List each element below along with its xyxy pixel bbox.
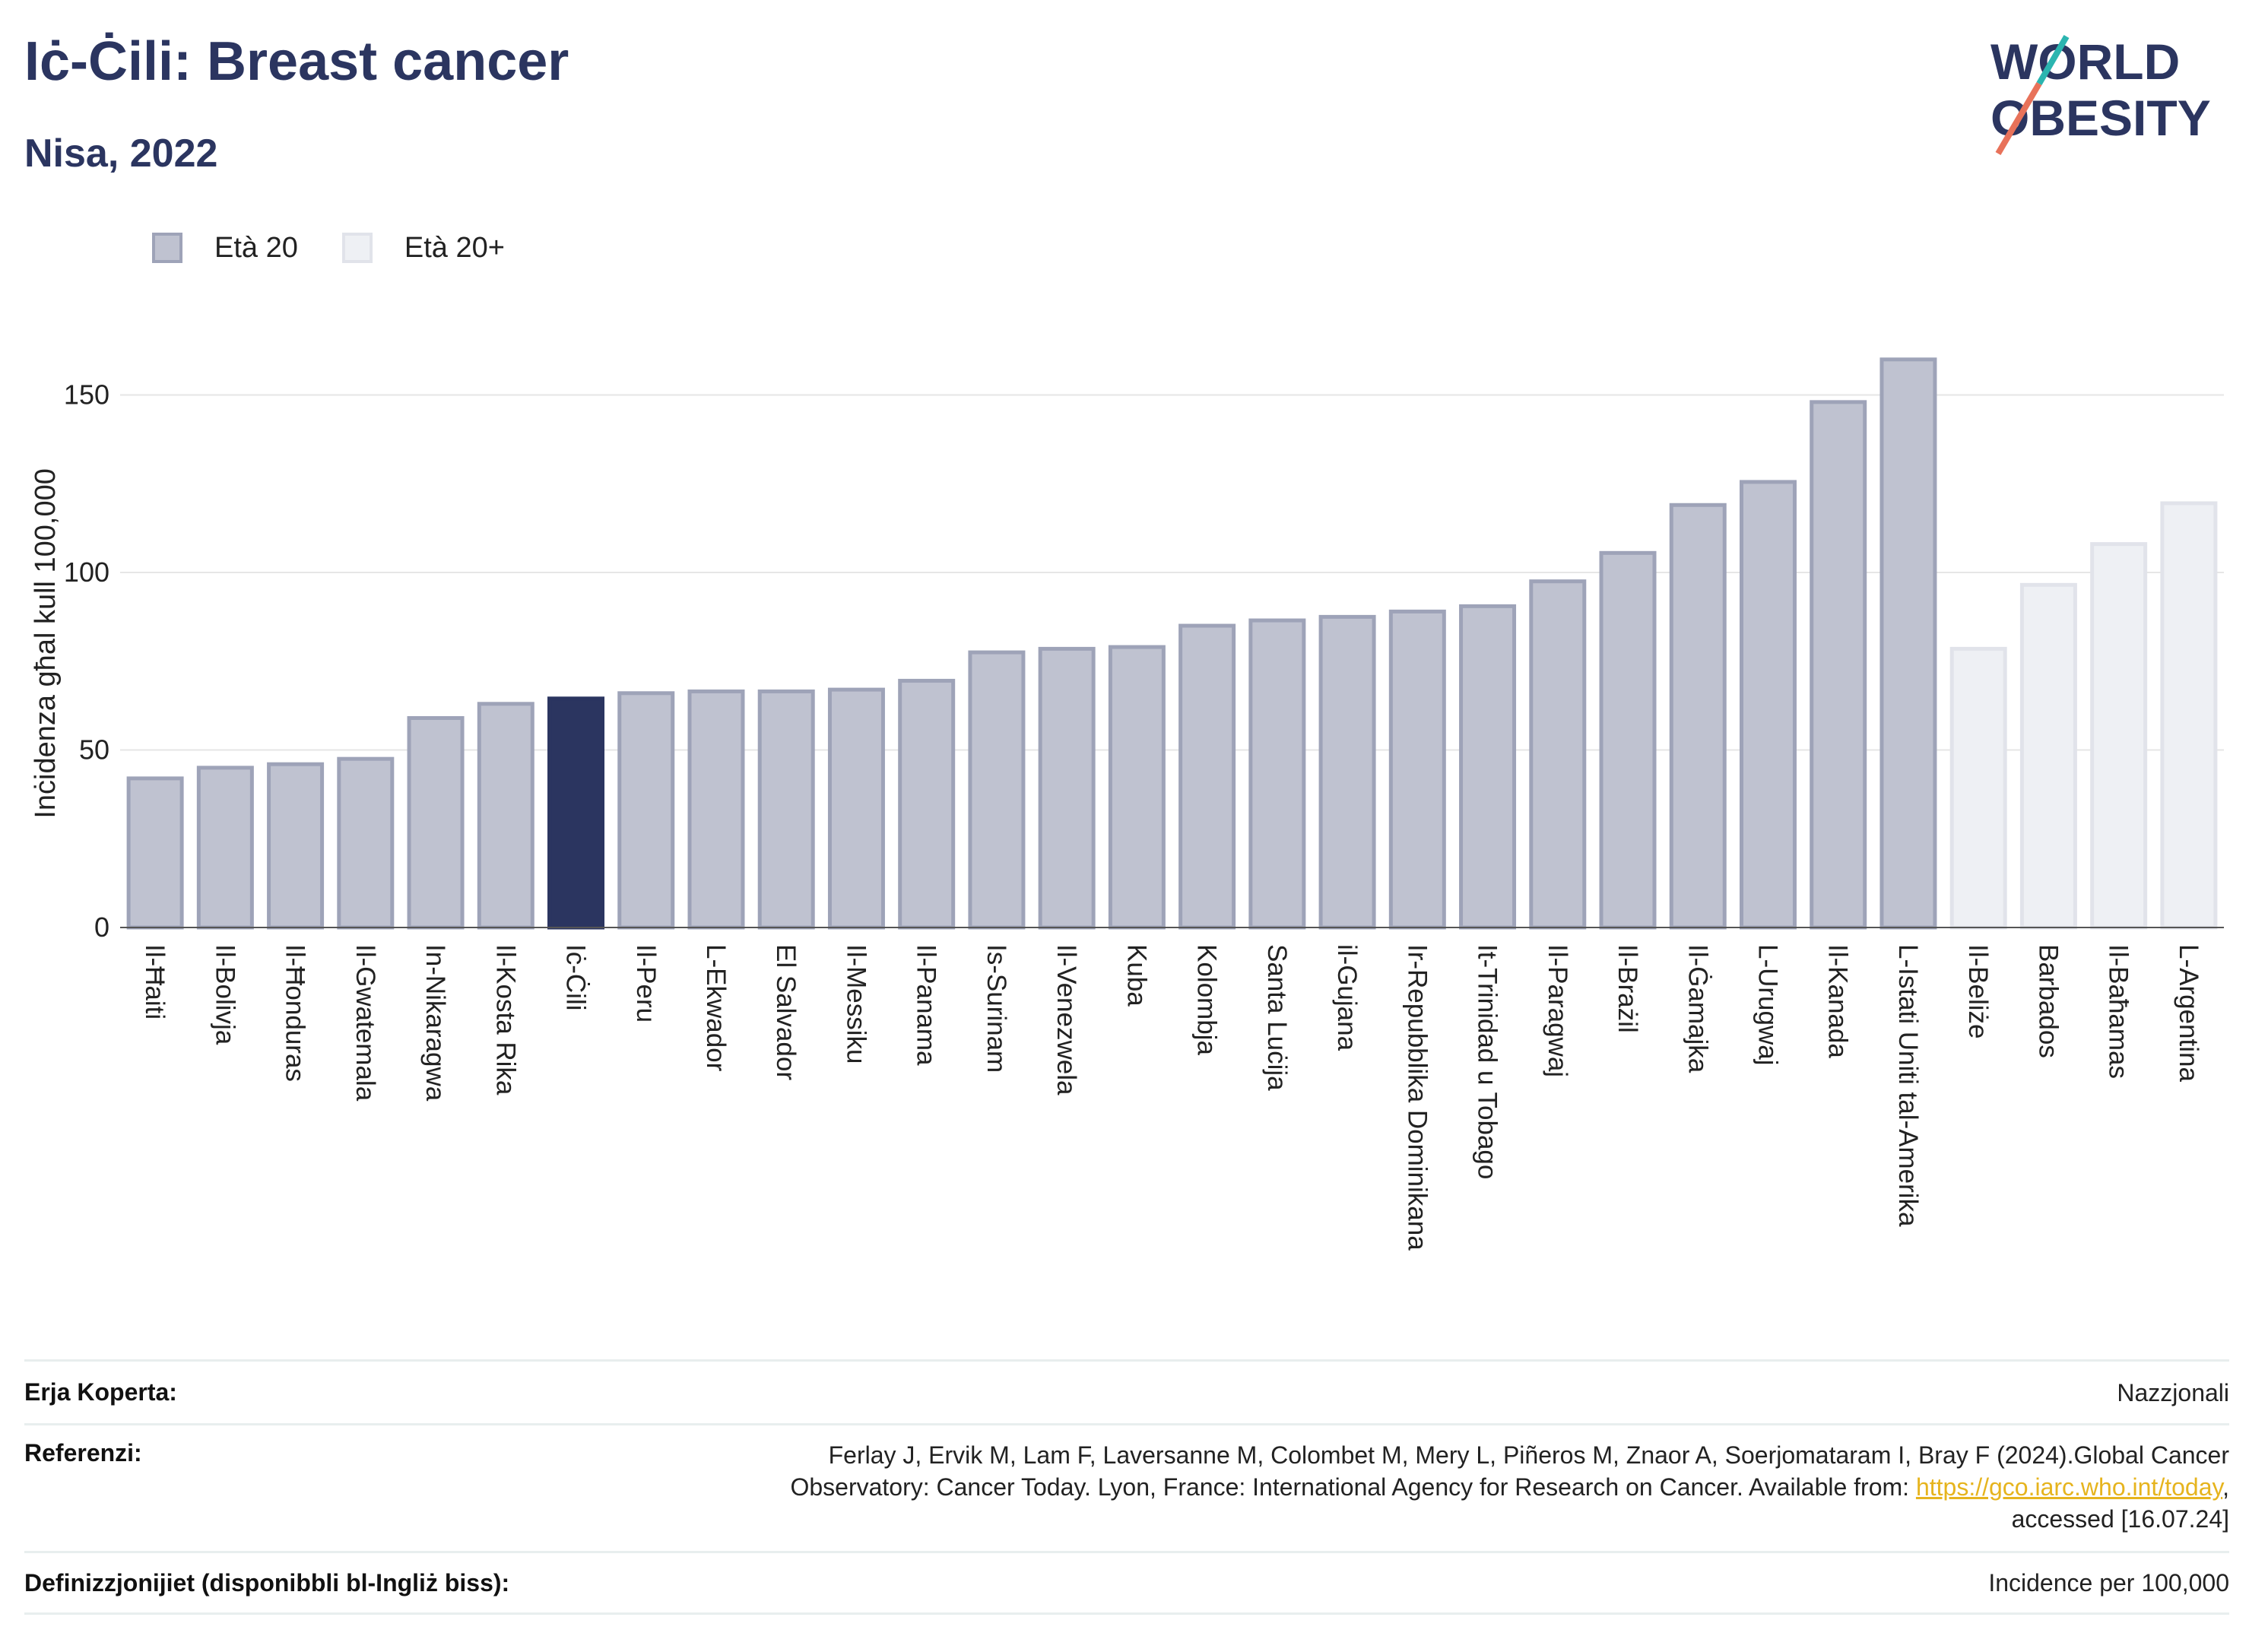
x-tick-label: Il-Ġamajka	[1683, 944, 1712, 1073]
x-tick-label: Il-Peru	[631, 944, 661, 1023]
x-tick-label: It-Trinidad u Tobago	[1473, 944, 1502, 1179]
logo-line2: OBESITY	[1990, 90, 2211, 146]
legend-swatch-age20	[152, 233, 182, 263]
meta-row-coverage: Erja Koperta: Nazzjonali	[24, 1359, 2229, 1423]
bar	[196, 766, 254, 930]
y-tick-label: 50	[79, 734, 109, 766]
y-tick-label: 150	[64, 379, 109, 411]
x-tick-label: L-Ekwador	[701, 944, 731, 1072]
bar	[547, 696, 605, 930]
legend-item-age20plus[interactable]: Età 20+	[341, 231, 505, 265]
x-tick-label: il-Gujana	[1332, 944, 1362, 1051]
y-axis-title: Inċidenza għal kull 100,000	[30, 468, 62, 819]
page-subtitle: Nisa, 2022	[24, 132, 218, 176]
logo-slash-teal	[2036, 34, 2070, 86]
references-line1: Ferlay J, Ervik M, Lam F, Laversanne M, …	[828, 1441, 2229, 1469]
bar	[2160, 501, 2218, 930]
references-link[interactable]: https://gco.iarc.who.int/today	[1915, 1473, 2223, 1501]
x-tick-label: Il-Kosta Rika	[490, 944, 520, 1096]
chart-legend: Età 20 Età 20+	[152, 228, 549, 268]
bar	[267, 762, 325, 930]
bar	[757, 689, 815, 930]
y-tick-label: 100	[64, 556, 109, 588]
x-tick-label: Il-Paragwaj	[1543, 944, 1572, 1077]
x-tick-label: L-Urugwaj	[1753, 944, 1782, 1066]
bar	[898, 678, 956, 930]
bar	[1879, 357, 1937, 930]
bar	[2019, 582, 2077, 930]
meta-row-definitions: Definizzjonijiet (disponibbli bl-Ingliż …	[24, 1551, 2229, 1615]
bar	[1669, 503, 1727, 930]
x-tick-label: Il-Gwatemala	[351, 944, 380, 1102]
bar	[968, 650, 1026, 930]
logo-line1: WORLD	[1990, 33, 2180, 90]
x-tick-label: Il-Kanada	[1823, 944, 1853, 1058]
x-tick-label: Ir-Repubblika Dominikana	[1402, 944, 1432, 1251]
x-tick-label: Kolombja	[1192, 944, 1222, 1055]
bar	[126, 776, 184, 930]
bar	[1529, 579, 1587, 930]
x-tick-label: Il-Brażil	[1613, 944, 1642, 1033]
definitions-label: Definizzjonijiet (disponibbli bl-Ingliż …	[24, 1568, 510, 1597]
legend-swatch-age20plus	[341, 233, 373, 263]
references-line2: Observatory: Cancer Today. Lyon, France:…	[790, 1471, 2229, 1503]
x-tick-label: Santa Luċija	[1262, 944, 1292, 1091]
bar	[827, 687, 885, 930]
legend-label-age20: Età 20	[214, 231, 298, 264]
references-line2-end: ,	[2222, 1473, 2229, 1501]
bar	[1318, 614, 1376, 930]
coverage-value: Nazzjonali	[2117, 1378, 2229, 1406]
bar	[1739, 480, 1797, 930]
bar	[1459, 604, 1517, 930]
x-tick-label: In-Nikaragwa	[420, 944, 450, 1102]
bar	[2090, 542, 2148, 930]
x-tick-label: Il-Panama	[912, 944, 941, 1066]
page-title: Iċ-Ċili: Breast cancer	[24, 31, 569, 92]
references-line3: accessed [16.07.24]	[2011, 1505, 2229, 1533]
x-tick-label: El Salvador	[771, 944, 801, 1080]
metadata-table: Erja Koperta: Nazzjonali Referenzi: Ferl…	[24, 1359, 2229, 1615]
x-tick-label: Il-Baħamas	[2104, 944, 2133, 1079]
x-tick-label: Barbados	[2033, 944, 2063, 1058]
bar	[1949, 646, 2007, 930]
x-tick-label: Il-Messiku	[841, 944, 871, 1064]
bar	[1599, 550, 1657, 930]
bar-chart: 0 50 100 150 Inċidenza għal kull 100,000 Il-Ħ…	[30, 357, 2224, 1251]
x-tick-label: Is-Surinam	[982, 944, 1011, 1073]
meta-row-references: Referenzi: Ferlay J, Ervik M, Lam F, Lav…	[24, 1423, 2229, 1551]
x-tick-label: Il-Bolivja	[210, 944, 239, 1045]
legend-label-age20plus: Età 20+	[404, 231, 505, 264]
bar	[1248, 618, 1306, 930]
references-line2-text: Observatory: Cancer Today. Lyon, France:…	[790, 1473, 1916, 1501]
bar	[617, 691, 675, 930]
bar	[337, 756, 395, 930]
bar	[1108, 645, 1166, 930]
x-tick-label: L-Argentina	[2174, 944, 2203, 1082]
coverage-label: Erja Koperta:	[24, 1378, 177, 1406]
logo-slash-coral	[1995, 81, 2042, 156]
x-tick-label: Il-Beliże	[1963, 944, 1993, 1038]
y-tick-label: 0	[94, 912, 109, 943]
x-tick-label: L-Istati Uniti tal-Amerika	[1893, 944, 1923, 1227]
x-tick-label: Kuba	[1121, 944, 1151, 1007]
world-obesity-logo: WORLD OBESITY	[1990, 33, 2211, 156]
definitions-value: Incidence per 100,000	[1988, 1569, 2229, 1597]
bar	[1388, 609, 1446, 930]
bar	[477, 702, 534, 930]
references-label: Referenzi:	[24, 1439, 142, 1467]
legend-item-age20[interactable]: Età 20	[152, 232, 298, 265]
bar	[687, 689, 745, 930]
bar	[1038, 646, 1096, 930]
references-value: Ferlay J, Ervik M, Lam F, Laversanne M, …	[790, 1439, 2229, 1551]
bar	[1178, 623, 1236, 930]
x-tick-label: Iċ-Ċili	[561, 944, 591, 1010]
x-tick-label: Il-Ħonduras	[281, 944, 310, 1082]
bar	[1810, 400, 1867, 930]
x-tick-label: Il-Ħaiti	[140, 944, 170, 1019]
x-tick-label: Il-Venezwela	[1052, 944, 1081, 1096]
bar	[407, 715, 465, 930]
